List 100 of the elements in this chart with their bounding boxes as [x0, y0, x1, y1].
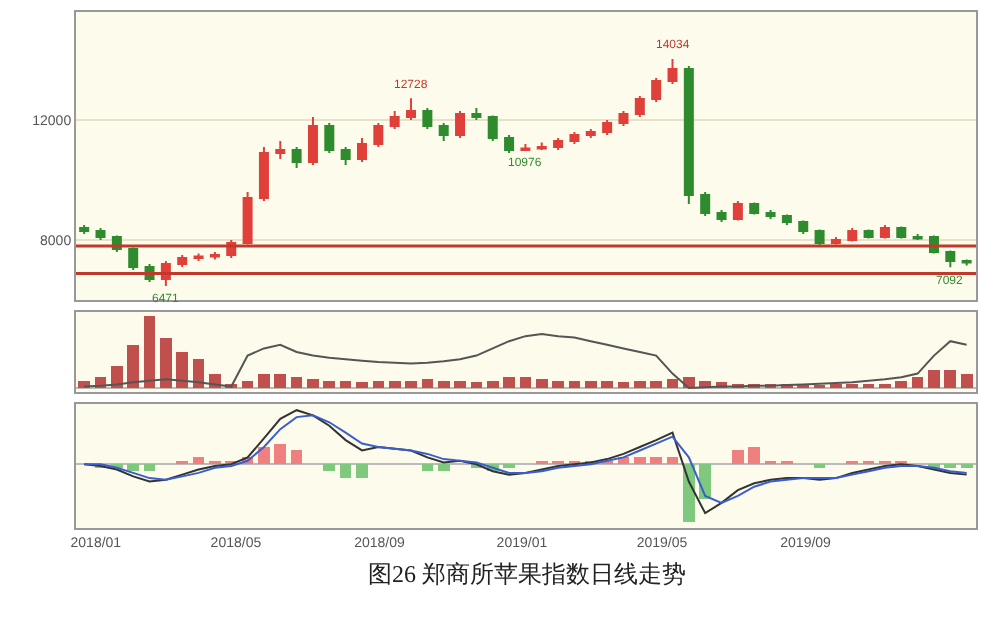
- candlestick: [618, 110, 629, 127]
- bar: [895, 380, 908, 388]
- bar: [111, 366, 123, 388]
- candlestick: [732, 200, 743, 222]
- bar: [601, 380, 613, 388]
- bar: [274, 373, 287, 388]
- candlestick: [209, 251, 220, 261]
- candlestick: [95, 227, 106, 241]
- bar: [568, 380, 581, 388]
- candlestick: [961, 258, 972, 267]
- bar: [339, 464, 352, 479]
- candlestick: [258, 146, 269, 202]
- bar: [143, 316, 156, 388]
- candlestick: [536, 141, 547, 151]
- bar: [356, 382, 368, 388]
- candlestick: [700, 191, 711, 217]
- bar: [192, 457, 205, 465]
- bar: [617, 382, 630, 388]
- bar: [290, 377, 303, 388]
- bar: [437, 464, 450, 472]
- candlestick: [177, 254, 188, 268]
- candlestick: [667, 57, 678, 85]
- bar: [732, 450, 744, 465]
- bar: [584, 380, 597, 388]
- candlestick: [749, 201, 760, 216]
- candlestick: [79, 224, 90, 235]
- candlestick: [912, 233, 923, 241]
- candlestick: [602, 119, 613, 136]
- bar: [421, 379, 434, 388]
- candlestick: [128, 246, 139, 271]
- bar: [535, 379, 548, 388]
- candlestick: [781, 213, 792, 226]
- bar: [388, 380, 401, 388]
- bar: [143, 464, 156, 472]
- bar: [176, 352, 189, 388]
- bar: [650, 380, 662, 388]
- bar: [911, 377, 924, 388]
- candlestick: [716, 209, 727, 223]
- candlestick: [765, 209, 776, 220]
- bar: [323, 464, 336, 472]
- candlestick: [487, 114, 498, 142]
- bar: [405, 380, 417, 388]
- bar: [127, 344, 140, 388]
- candlestick: [504, 134, 515, 154]
- bar: [519, 377, 532, 388]
- candlestick: [438, 122, 449, 142]
- candlestick: [455, 110, 466, 139]
- candlestick: [863, 228, 874, 240]
- bar: [552, 380, 564, 388]
- candlestick: [879, 224, 890, 240]
- bar: [274, 443, 287, 465]
- bar: [454, 380, 466, 388]
- bar: [666, 457, 679, 465]
- bar: [421, 464, 434, 472]
- bar: [486, 380, 499, 388]
- candlestick: [651, 77, 662, 103]
- bar: [323, 380, 336, 388]
- candlestick: [356, 137, 367, 163]
- candlestick: [471, 107, 482, 121]
- bar: [944, 370, 957, 388]
- bar: [748, 447, 761, 465]
- candlestick: [585, 128, 596, 139]
- candlestick: [291, 146, 302, 169]
- bar: [339, 380, 352, 388]
- bar: [290, 450, 303, 465]
- candlestick: [340, 146, 351, 166]
- candlestick: [683, 65, 694, 205]
- candlestick: [406, 97, 417, 121]
- candlestick: [373, 122, 384, 148]
- candlestick: [569, 131, 580, 145]
- bar: [633, 380, 646, 388]
- bar: [470, 382, 483, 388]
- candlestick: [945, 249, 956, 269]
- candlestick: [896, 225, 907, 240]
- bar: [650, 457, 662, 465]
- bar: [633, 457, 646, 465]
- candlestick: [324, 122, 335, 154]
- candlestick: [389, 110, 400, 130]
- bar: [356, 464, 368, 479]
- bar: [960, 373, 973, 388]
- candlestick: [553, 137, 564, 151]
- bar: [258, 447, 270, 465]
- bar: [928, 370, 940, 388]
- bar: [241, 380, 254, 388]
- bar: [503, 377, 515, 388]
- bar: [127, 464, 140, 472]
- bar: [666, 379, 679, 388]
- candlestick: [422, 107, 433, 130]
- candlestick: [847, 227, 858, 243]
- candlestick: [634, 95, 645, 118]
- bar: [372, 380, 385, 388]
- bar: [160, 337, 172, 388]
- candlestick: [814, 228, 825, 247]
- bar: [307, 379, 319, 388]
- candlestick: [830, 236, 841, 246]
- caption: 图26 郑商所苹果指数日线走势: [368, 560, 686, 588]
- bar: [437, 380, 450, 388]
- candlestick: [798, 219, 809, 235]
- candlestick: [275, 140, 286, 160]
- bar: [258, 373, 270, 388]
